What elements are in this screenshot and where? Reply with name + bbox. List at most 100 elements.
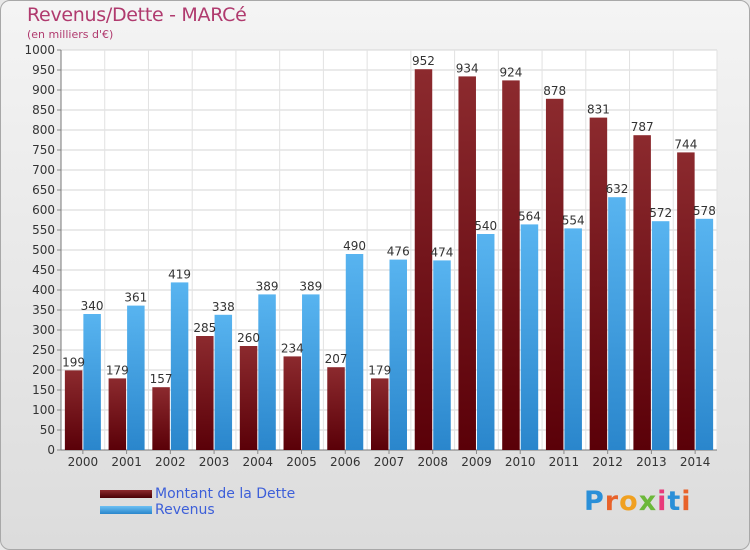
- y-tick-label: 350: [32, 303, 55, 317]
- logo-letter: P: [584, 486, 605, 517]
- x-tick-label: 2001: [111, 455, 142, 469]
- y-tick-label: 550: [32, 223, 55, 237]
- revenue-value-label: 474: [431, 245, 454, 259]
- debt-value-label: 285: [193, 321, 216, 335]
- debt-value-label: 744: [674, 137, 697, 151]
- logo-letter: t: [667, 486, 682, 517]
- debt-bar: [196, 336, 214, 450]
- debt-value-label: 260: [237, 331, 260, 345]
- revenue-bar: [83, 314, 101, 450]
- bar-layer: [64, 69, 714, 451]
- debt-bar: [371, 378, 389, 450]
- debt-value-label: 831: [587, 103, 610, 117]
- revenue-bar: [345, 254, 364, 450]
- debt-bar: [64, 370, 83, 450]
- logo-letter: i: [657, 486, 668, 517]
- y-tick-label: 1000: [24, 43, 55, 57]
- revenue-value-label: 419: [168, 267, 191, 281]
- revenue-bar: [695, 218, 714, 450]
- x-tick-label: 2008: [417, 455, 448, 469]
- x-tick-label: 2004: [243, 455, 274, 469]
- x-tick-label: 2007: [374, 455, 405, 469]
- debt-bar: [545, 98, 564, 451]
- revenue-bar: [433, 260, 451, 450]
- y-tick-label: 750: [32, 143, 55, 157]
- x-tick-label: 2011: [549, 455, 580, 469]
- debt-value-label: 179: [106, 363, 129, 377]
- legend-label-debt: Montant de la Dette: [155, 486, 296, 502]
- y-tick-label: 650: [32, 183, 55, 197]
- y-tick-label: 400: [32, 283, 55, 297]
- y-tick-label: 150: [32, 383, 55, 397]
- revenue-value-label: 338: [212, 300, 235, 314]
- revenue-value-label: 476: [387, 245, 410, 259]
- revenue-bar: [608, 197, 626, 450]
- debt-value-label: 934: [456, 61, 479, 75]
- y-tick-label: 950: [32, 63, 55, 77]
- revenue-value-label: 361: [124, 291, 147, 305]
- debt-value-label: 924: [499, 65, 522, 79]
- y-tick-label: 850: [32, 103, 55, 117]
- debt-bar: [414, 69, 433, 450]
- legend-label-revenue: Revenus: [155, 502, 215, 518]
- debt-bar: [458, 76, 476, 451]
- x-tick-label: 2012: [592, 455, 623, 469]
- revenue-bar: [214, 314, 233, 450]
- grid-layer: [57, 49, 718, 454]
- debt-value-label: 787: [631, 120, 654, 134]
- revenue-value-label: 554: [562, 213, 585, 227]
- revenue-value-label: 540: [474, 219, 497, 233]
- debt-value-label: 179: [368, 363, 391, 377]
- x-tick-label: 2013: [636, 455, 667, 469]
- y-tick-label: 250: [32, 343, 55, 357]
- x-tick-label: 2010: [505, 455, 536, 469]
- proxiti-logo: Proxiti: [584, 486, 692, 517]
- debt-bar: [108, 378, 127, 450]
- revenue-bar: [302, 294, 320, 450]
- y-tick-label: 0: [47, 443, 55, 457]
- revenue-bar: [651, 221, 670, 450]
- x-tick-label: 2000: [68, 455, 99, 469]
- x-tick-label: 2006: [330, 455, 361, 469]
- debt-bar: [283, 356, 302, 450]
- y-tick-label: 600: [32, 203, 55, 217]
- label-layer: 0 50 100 150 200 250 300 350 400 450 500 550 600 650 7…: [24, 43, 715, 469]
- y-tick-label: 800: [32, 123, 55, 137]
- legend-swatch-revenue: [100, 506, 152, 514]
- y-tick-label: 450: [32, 263, 55, 277]
- logo-letter: o: [619, 486, 639, 517]
- revenue-bar: [389, 259, 407, 450]
- debt-bar: [239, 346, 258, 450]
- revenue-value-label: 340: [81, 299, 104, 313]
- debt-bar: [633, 135, 651, 450]
- y-tick-label: 700: [32, 163, 55, 177]
- revenue-bar: [476, 234, 495, 450]
- debt-value-label: 157: [150, 372, 173, 386]
- revenue-bar: [564, 228, 582, 450]
- legend-swatch-debt: [100, 490, 152, 498]
- revenue-value-label: 578: [693, 204, 716, 218]
- debt-bar: [677, 152, 695, 450]
- logo-letter: i: [681, 486, 692, 517]
- chart-subtitle: (en milliers d'€): [27, 28, 114, 41]
- revenue-value-label: 564: [518, 209, 541, 223]
- x-tick-label: 2003: [199, 455, 230, 469]
- y-tick-label: 500: [32, 243, 55, 257]
- debt-value-label: 878: [543, 84, 566, 98]
- revenue-value-label: 490: [343, 239, 366, 253]
- logo-letter: x: [638, 486, 658, 517]
- y-tick-label: 200: [32, 363, 55, 377]
- revenue-value-label: 389: [256, 279, 279, 293]
- debt-value-label: 234: [281, 341, 304, 355]
- x-tick-label: 2014: [680, 455, 711, 469]
- debt-bar: [152, 387, 170, 450]
- debt-bar: [327, 367, 345, 450]
- x-tick-label: 2005: [286, 455, 317, 469]
- revenue-bar: [127, 305, 145, 450]
- y-tick-label: 300: [32, 323, 55, 337]
- revenue-bar: [520, 224, 539, 450]
- revenue-value-label: 389: [299, 279, 322, 293]
- revenue-value-label: 572: [649, 206, 672, 220]
- debt-bar: [589, 117, 608, 450]
